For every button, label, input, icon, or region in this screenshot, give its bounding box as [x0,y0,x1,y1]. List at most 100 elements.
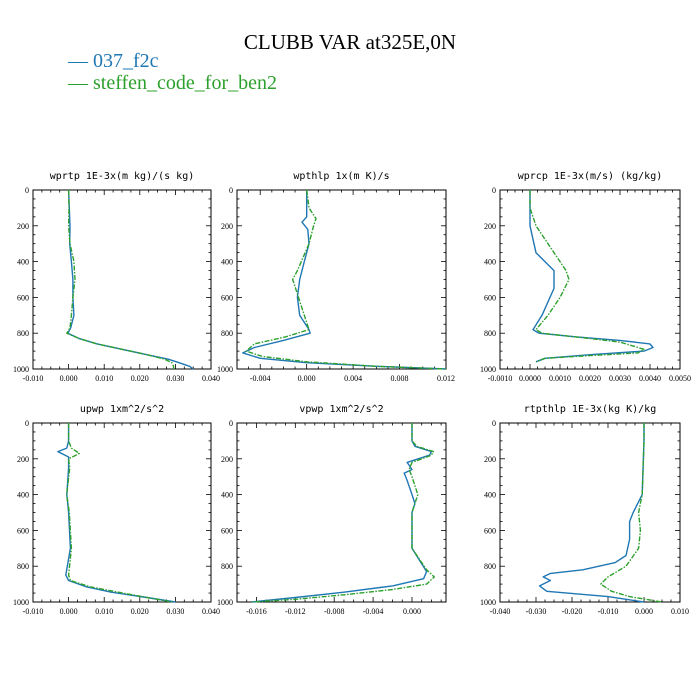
y-tick-label: 0 [492,186,496,195]
x-tick-label: -0.0010 [488,374,513,383]
series-line-1 [57,423,176,603]
x-tick-label: 0.040 [202,374,220,383]
x-tick-label: 0.0010 [549,374,571,383]
y-tick-label: 1000 [217,598,233,607]
chart-panel-1: wprtp 1E-3x(m kg)/(s kg) -0.010 0.000 0.010… [13,171,220,383]
x-tick-label: -0.008 [324,607,345,616]
plot-frame [32,422,212,603]
chart-panel-3: wprcp 1E-3x(m/s) (kg/kg) -0.0010 0.0000 0.0… [480,171,691,383]
x-tick-label: 0.030 [166,374,184,383]
chart-title: rtpthlp 1E-3x(kg K)/kg [524,404,656,415]
y-tick-label: 600 [17,526,29,535]
x-tick-label: 0.000 [635,607,653,616]
y-tick-label: 0 [229,186,233,195]
y-tick-label: 400 [484,491,496,500]
x-tick-label: 0.040 [202,607,220,616]
x-tick-label: 0.0000 [519,374,541,383]
x-tick-label: 0.0050 [669,374,691,383]
chart-panel-4: upwp 1xm^2/s^2 -0.010 0.000 0.010 0.020 0.030… [13,404,220,616]
y-tick-label: 600 [221,293,233,302]
x-tick-label: -0.030 [526,607,547,616]
page-title: CLUBB VAR at325E,0N [243,30,457,54]
x-tick-label: 0.012 [437,374,455,383]
legend-line-2: — [68,72,93,94]
y-tick-label: 200 [17,222,29,231]
plot-frame [32,189,212,370]
x-tick-label: 0.020 [131,374,149,383]
x-tick-label: -0.040 [490,607,511,616]
series-line-1 [538,423,645,603]
y-tick-label: 0 [25,419,29,428]
y-tick-label: 800 [17,562,29,571]
y-tick-label: 1000 [480,598,496,607]
x-tick-label: -0.016 [246,607,267,616]
y-tick-label: 0 [492,419,496,428]
x-tick-label: -0.020 [562,607,583,616]
y-tick-label: 200 [484,455,496,464]
x-tick-label: 0.010 [671,607,689,616]
y-tick-label: 200 [221,455,233,464]
x-tick-label: -0.012 [285,607,306,616]
x-tick-label: 0.0030 [609,374,631,383]
series-line-1 [242,190,447,370]
y-tick-label: 200 [17,455,29,464]
y-tick-label: 1000 [217,365,233,374]
chart-panel-2: wpthlp 1x(m K)/s -0.004 0.000 0.004 0.008 0.0… [217,171,455,383]
chart-title: wprcp 1E-3x(m/s) (kg/kg) [518,171,663,182]
y-tick-label: 400 [17,491,29,500]
plot-frame [236,422,447,603]
y-tick-label: 800 [484,329,496,338]
series-line-2 [600,423,663,603]
x-tick-label: -0.010 [23,607,44,616]
legend-label-2: steffen_code_for_ben2 [93,72,278,94]
chart-title: vpwp 1xm^2/s^2 [299,404,383,415]
y-tick-label: 800 [221,329,233,338]
legend-label-1: 037_f2c [93,50,159,72]
x-tick-label: 0.000 [298,374,316,383]
y-tick-label: 800 [221,562,233,571]
legend-entry-2: — steffen_code_for_ben2 [68,72,277,94]
y-tick-label: 400 [484,258,496,267]
y-tick-label: 200 [484,222,496,231]
series-line-1 [67,189,194,370]
x-tick-label: 0.030 [166,607,184,616]
x-tick-label: -0.010 [23,374,44,383]
y-tick-label: 400 [221,258,233,267]
y-tick-label: 600 [484,293,496,302]
x-tick-label: 0.000 [60,607,78,616]
y-tick-label: 0 [25,186,29,195]
y-tick-label: 1000 [13,598,29,607]
y-tick-label: 400 [17,258,29,267]
series-line-2 [66,423,172,603]
chart-title: wprtp 1E-3x(m kg)/(s kg) [50,171,195,182]
y-tick-label: 200 [221,222,233,231]
x-tick-label: 0.004 [344,374,362,383]
chart-title: wpthlp 1x(m K)/s [293,171,389,182]
y-tick-label: 600 [484,526,496,535]
x-tick-label: 0.008 [391,374,409,383]
x-tick-label: 0.010 [95,607,113,616]
legend-line-1: — [68,50,93,72]
series-line-2 [529,190,645,363]
x-tick-label: -0.004 [250,374,271,383]
chart-panel-6: rtpthlp 1E-3x(kg K)/kg -0.040 -0.030 -0.020… [480,404,689,616]
x-tick-label: 0.0040 [639,374,661,383]
y-tick-label: 800 [17,329,29,338]
chart-panel-5: vpwp 1xm^2/s^2 -0.016 -0.012 -0.008 -0.004 0.… [217,404,447,616]
chart-title: upwp 1xm^2/s^2 [80,404,164,415]
y-tick-label: 1000 [13,365,29,374]
series-line-2 [251,423,435,603]
x-tick-label: -0.010 [598,607,619,616]
x-tick-label: 0.020 [131,607,149,616]
y-tick-label: 600 [221,526,233,535]
legend-entry-1: — 037_f2c [68,50,159,72]
plot-frame [499,189,681,370]
y-tick-label: 1000 [480,365,496,374]
x-tick-label: 0.000 [60,374,78,383]
y-tick-label: 0 [229,419,233,428]
series-line-1 [251,423,433,603]
x-tick-label: 0.000 [403,607,421,616]
y-tick-label: 600 [17,293,29,302]
plot-frame [236,189,447,370]
